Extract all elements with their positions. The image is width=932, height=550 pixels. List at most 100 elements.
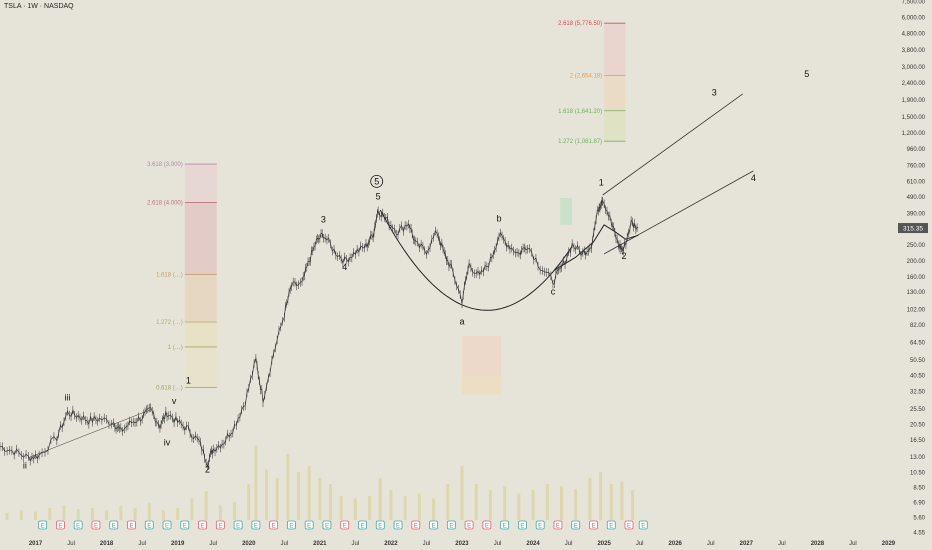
earnings-box <box>429 520 438 530</box>
earnings-marker[interactable]: E <box>180 520 190 530</box>
y-tick-label: 1,900.00 <box>902 98 926 104</box>
earnings-box <box>482 520 492 530</box>
x-tick-label: 2029 <box>882 541 896 547</box>
earnings-marker[interactable]: E <box>446 520 456 530</box>
y-tick-label: 250.00 <box>907 243 926 249</box>
fib-level-label: 1.618 (1,641.20) <box>558 109 602 115</box>
earnings-marker[interactable]: E <box>624 520 634 530</box>
earnings-marker[interactable]: E <box>464 520 474 530</box>
earnings-marker[interactable]: E <box>482 520 492 530</box>
earnings-box <box>553 520 563 530</box>
earnings-box <box>38 520 48 530</box>
earnings-box <box>198 520 207 530</box>
earnings-marker[interactable]: E <box>144 520 154 530</box>
fib-zone <box>184 202 217 275</box>
earnings-letter: E <box>414 524 418 530</box>
volume-bar <box>488 490 492 520</box>
earnings-letter: E <box>112 524 116 530</box>
earnings-marker[interactable]: E <box>535 520 545 530</box>
price-layer <box>0 196 639 471</box>
earnings-marker[interactable]: E <box>162 520 172 530</box>
wave-label: 2 <box>205 465 210 475</box>
last-price-tag <box>898 223 928 234</box>
earnings-letter: E <box>538 524 542 530</box>
wave-label: c <box>551 286 556 296</box>
earnings-marker[interactable]: E <box>518 520 527 530</box>
earnings-marker[interactable]: E <box>73 520 83 530</box>
earnings-marker[interactable]: E <box>553 520 563 530</box>
earnings-marker[interactable]: E <box>233 520 243 530</box>
earnings-letter: E <box>236 524 240 530</box>
earnings-box <box>358 520 367 530</box>
wave-circle <box>370 174 384 188</box>
wave-label: ii <box>23 461 27 471</box>
volume-layer <box>5 445 635 520</box>
earnings-marker[interactable]: E <box>429 520 438 530</box>
fib-level-label: 1.272 (1,081.87) <box>558 139 602 145</box>
earnings-letter: E <box>574 524 578 530</box>
volume-bar <box>307 466 311 520</box>
earnings-marker[interactable]: E <box>571 520 581 530</box>
earnings-marker[interactable]: E <box>251 520 261 530</box>
wave-label: 3 <box>321 215 326 225</box>
wave-label: 2 <box>622 251 627 261</box>
support-line <box>28 409 151 458</box>
volume-bar <box>133 508 137 520</box>
volume-bar <box>176 508 180 520</box>
volume-bar <box>403 496 407 520</box>
earnings-letter: E <box>591 524 595 530</box>
earnings-marker[interactable]: E <box>127 520 136 530</box>
earnings-marker[interactable]: E <box>638 520 648 530</box>
wave-label: 1 <box>186 376 191 386</box>
earnings-box <box>606 520 616 530</box>
volume-bar <box>378 478 382 520</box>
earnings-marker[interactable]: E <box>109 520 119 530</box>
earnings-marker[interactable]: E <box>198 520 207 530</box>
earnings-marker[interactable]: E <box>606 520 616 530</box>
y-tick-label: 7,500.00 <box>902 0 926 5</box>
earnings-box <box>56 520 65 530</box>
y-tick-label: 390.00 <box>907 211 926 217</box>
y-tick-label: 130.00 <box>907 290 926 296</box>
earnings-marker[interactable]: E <box>215 520 225 530</box>
time-axis[interactable]: 2017 Jul 2018 Jul 2019 Jul 2020 Jul 2021 Jul 2022 J… <box>29 541 896 547</box>
earnings-box <box>535 520 545 530</box>
earnings-marker[interactable]: E <box>269 520 279 530</box>
y-tick-label: 25.50 <box>910 407 926 413</box>
earnings-box <box>571 520 581 530</box>
volume-bar <box>574 488 578 520</box>
earnings-box <box>215 520 225 530</box>
earnings-box <box>251 520 261 530</box>
price-axis[interactable]: 7,500.00 6,000.00 4,800.00 3,800.00 3,000.00… <box>898 0 928 536</box>
earnings-marker[interactable]: E <box>589 520 598 530</box>
earnings-marker[interactable]: E <box>287 520 296 530</box>
earnings-marker[interactable]: E <box>375 520 385 530</box>
y-tick-label: 3,000.00 <box>902 65 926 71</box>
earnings-box <box>269 520 279 530</box>
earnings-marker[interactable]: E <box>322 520 332 530</box>
x-tick-label: Jul <box>423 541 431 547</box>
earnings-marker[interactable]: E <box>38 520 48 530</box>
x-tick-label: Jul <box>707 541 715 547</box>
y-tick-label: 4.55 <box>913 530 925 536</box>
earnings-marker[interactable]: E <box>304 520 314 530</box>
volume-bar <box>119 505 123 520</box>
earnings-marker[interactable]: E <box>393 520 403 530</box>
projection-box <box>560 197 573 225</box>
earnings-marker[interactable]: E <box>411 520 421 530</box>
earnings-marker[interactable]: E <box>500 520 510 530</box>
earnings-marker[interactable]: E <box>340 520 350 530</box>
earnings-marker[interactable]: E <box>358 520 367 530</box>
fib-level-label: 1.272 (…) <box>156 320 183 326</box>
earnings-box <box>375 520 385 530</box>
y-tick-label: 82.00 <box>910 323 926 329</box>
earnings-marker[interactable]: E <box>91 520 101 530</box>
earnings-marker[interactable]: E <box>56 520 65 530</box>
earnings-letter: E <box>94 524 98 530</box>
x-tick-label: Jul <box>778 541 786 547</box>
fibonacci-layer: 3.618 (3.000) 2.618 (4.000) 1.618 (…) 1.272… <box>147 21 626 395</box>
x-tick-label: Jul <box>138 541 146 547</box>
